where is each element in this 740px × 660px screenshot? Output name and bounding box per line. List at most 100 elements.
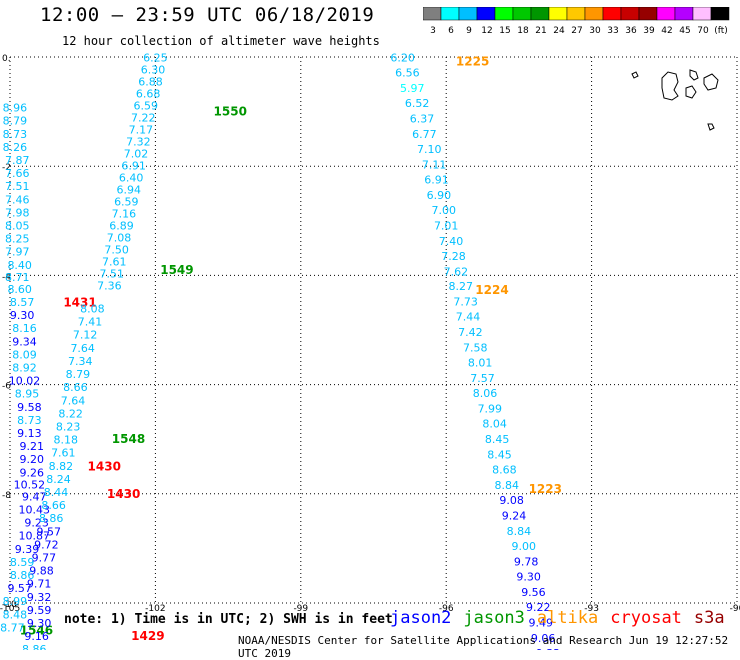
chart-title: 12:00 – 23:59 UTC 06/18/2019: [40, 4, 375, 26]
pass-time-label: 1550: [214, 105, 247, 119]
wave-height-label: 7.01: [434, 220, 459, 233]
galapagos-islands: [631, 69, 719, 131]
y-tick-label: -10: [2, 600, 17, 610]
wave-height-label: 7.17: [129, 123, 154, 136]
wave-height-label: 7.61: [51, 447, 76, 460]
wave-height-label: 8.79: [66, 368, 91, 381]
x-tick-label: -102: [145, 604, 165, 614]
wave-height-label: 9.47: [22, 490, 47, 503]
wave-height-label: 6.56: [395, 67, 420, 80]
wave-height-label: 7.73: [453, 295, 478, 308]
wave-height-label: 9.88: [29, 565, 54, 578]
wave-height-label: 7.57: [470, 372, 495, 385]
wave-height-label: 9.39: [15, 543, 40, 556]
x-tick-label: -105: [0, 604, 20, 614]
wave-height-label: 8.06: [473, 387, 498, 400]
wave-height-label: 8.86: [10, 569, 35, 582]
wave-height-label: 6.89: [109, 220, 134, 233]
wave-height-label: 7.97: [5, 246, 30, 259]
colorbar-label: 24: [553, 26, 565, 36]
wave-height-label: 9.30: [27, 617, 52, 630]
wave-height-label: 8.95: [15, 388, 40, 401]
pass-time-label: 1224: [475, 283, 508, 297]
pass-time-label: 1546: [20, 623, 53, 637]
wave-height-label: 8.68: [492, 464, 517, 477]
chart-note: note: 1) Time is in UTC; 2) SWH is in fe…: [64, 612, 393, 627]
pass-time-label: 1429: [131, 629, 164, 643]
wave-height-label: 8.86: [39, 512, 64, 525]
wave-height-label: 8.57: [10, 296, 35, 309]
wave-height-label: 6.91: [424, 174, 449, 187]
wave-height-label: 9.32: [27, 591, 52, 604]
wave-height-label: 7.02: [124, 147, 149, 160]
wave-height-label: 7.51: [5, 180, 30, 193]
wave-height-label: 7.44: [456, 311, 481, 324]
wave-height-label: 9.59: [27, 604, 52, 617]
wave-height-label: 7.36: [97, 280, 122, 293]
wave-height-label: 6.30: [141, 63, 166, 76]
wave-height-label: 8.45: [485, 433, 510, 446]
wave-height-label: 8.66: [41, 499, 66, 512]
wave-height-label: 9.21: [20, 440, 45, 453]
wave-height-label: 9.16: [24, 630, 49, 643]
legend-entry-s3a: s3a: [693, 608, 725, 628]
x-tick-label: -93: [584, 604, 599, 614]
pass-time-label: 1549: [160, 263, 193, 277]
wave-height-label: 9.23: [24, 517, 49, 530]
wave-height-label: 9.78: [514, 555, 539, 568]
x-tick-label: -96: [439, 604, 454, 614]
wave-height-label: 8.79: [3, 115, 28, 128]
wave-height-label: 10.02: [9, 375, 41, 388]
wave-height-label: 8.27: [448, 280, 473, 293]
wave-height-label: 7.64: [61, 394, 86, 407]
wave-height-label: 6.77: [412, 128, 437, 141]
wave-height-label: 7.99: [478, 402, 503, 415]
wave-height-label: 8.40: [7, 259, 32, 272]
wave-height-label: 8.09: [12, 348, 37, 361]
wave-height-label: 7.32: [126, 135, 151, 148]
wave-height-label: 9.34: [12, 335, 37, 348]
y-tick-label: -6: [2, 382, 11, 392]
wave-height-label: 6.59: [114, 196, 139, 209]
wave-height-label: 9.22: [526, 601, 551, 614]
colorbar-label: 18: [517, 26, 529, 36]
wave-height-label: 9.57: [37, 525, 62, 538]
wave-height-label: 9.30: [10, 309, 35, 322]
wave-height-label: 9.20: [20, 453, 45, 466]
wave-height-label: 9.26: [20, 466, 45, 479]
wave-height-label: 6.94: [116, 184, 141, 197]
colorbar-label: 6: [448, 26, 454, 36]
wave-height-label: 9.58: [17, 401, 42, 414]
wave-height-label: 8.05: [5, 220, 30, 233]
wave-height-label: 6.68: [136, 87, 161, 100]
colorbar-label: 36: [625, 26, 637, 36]
colorbar-label: 9: [466, 26, 472, 36]
wave-height-label: 8.44: [44, 486, 69, 499]
wave-height-label: 10.52: [14, 478, 46, 491]
wave-height-label: 8.92: [12, 361, 37, 374]
wave-height-label: 7.42: [458, 326, 483, 339]
wave-height-label: 8.73: [3, 128, 28, 141]
wave-height-label: 7.11: [422, 158, 447, 171]
wave-height-label: 7.08: [107, 232, 132, 245]
wave-height-label: 8.82: [49, 460, 74, 473]
pass-time-label: 1225: [456, 54, 489, 68]
wave-height-label: 8.25: [5, 233, 30, 246]
wave-height-label: 7.98: [5, 206, 30, 219]
wave-height-label: 6.88: [138, 75, 163, 88]
wave-height-label: 7.12: [73, 329, 98, 342]
y-tick-label: -2: [2, 163, 11, 173]
colorbar-label: (ft): [714, 26, 728, 36]
wave-height-label: 8.71: [5, 271, 30, 284]
y-tick-label: 0.: [2, 54, 11, 64]
colorbar-label: 15: [499, 26, 510, 36]
wave-height-label: 9.13: [17, 427, 42, 440]
legend-entry-altika: altika: [536, 608, 599, 628]
colorbar-swatch: [710, 7, 730, 21]
wave-height-label: 6.25: [143, 51, 168, 64]
pass-time-label: 1548: [112, 432, 145, 446]
wave-height-label: 8.04: [482, 418, 507, 431]
wave-height-label: 9.72: [34, 538, 59, 551]
wave-height-label: 7.46: [5, 193, 30, 206]
